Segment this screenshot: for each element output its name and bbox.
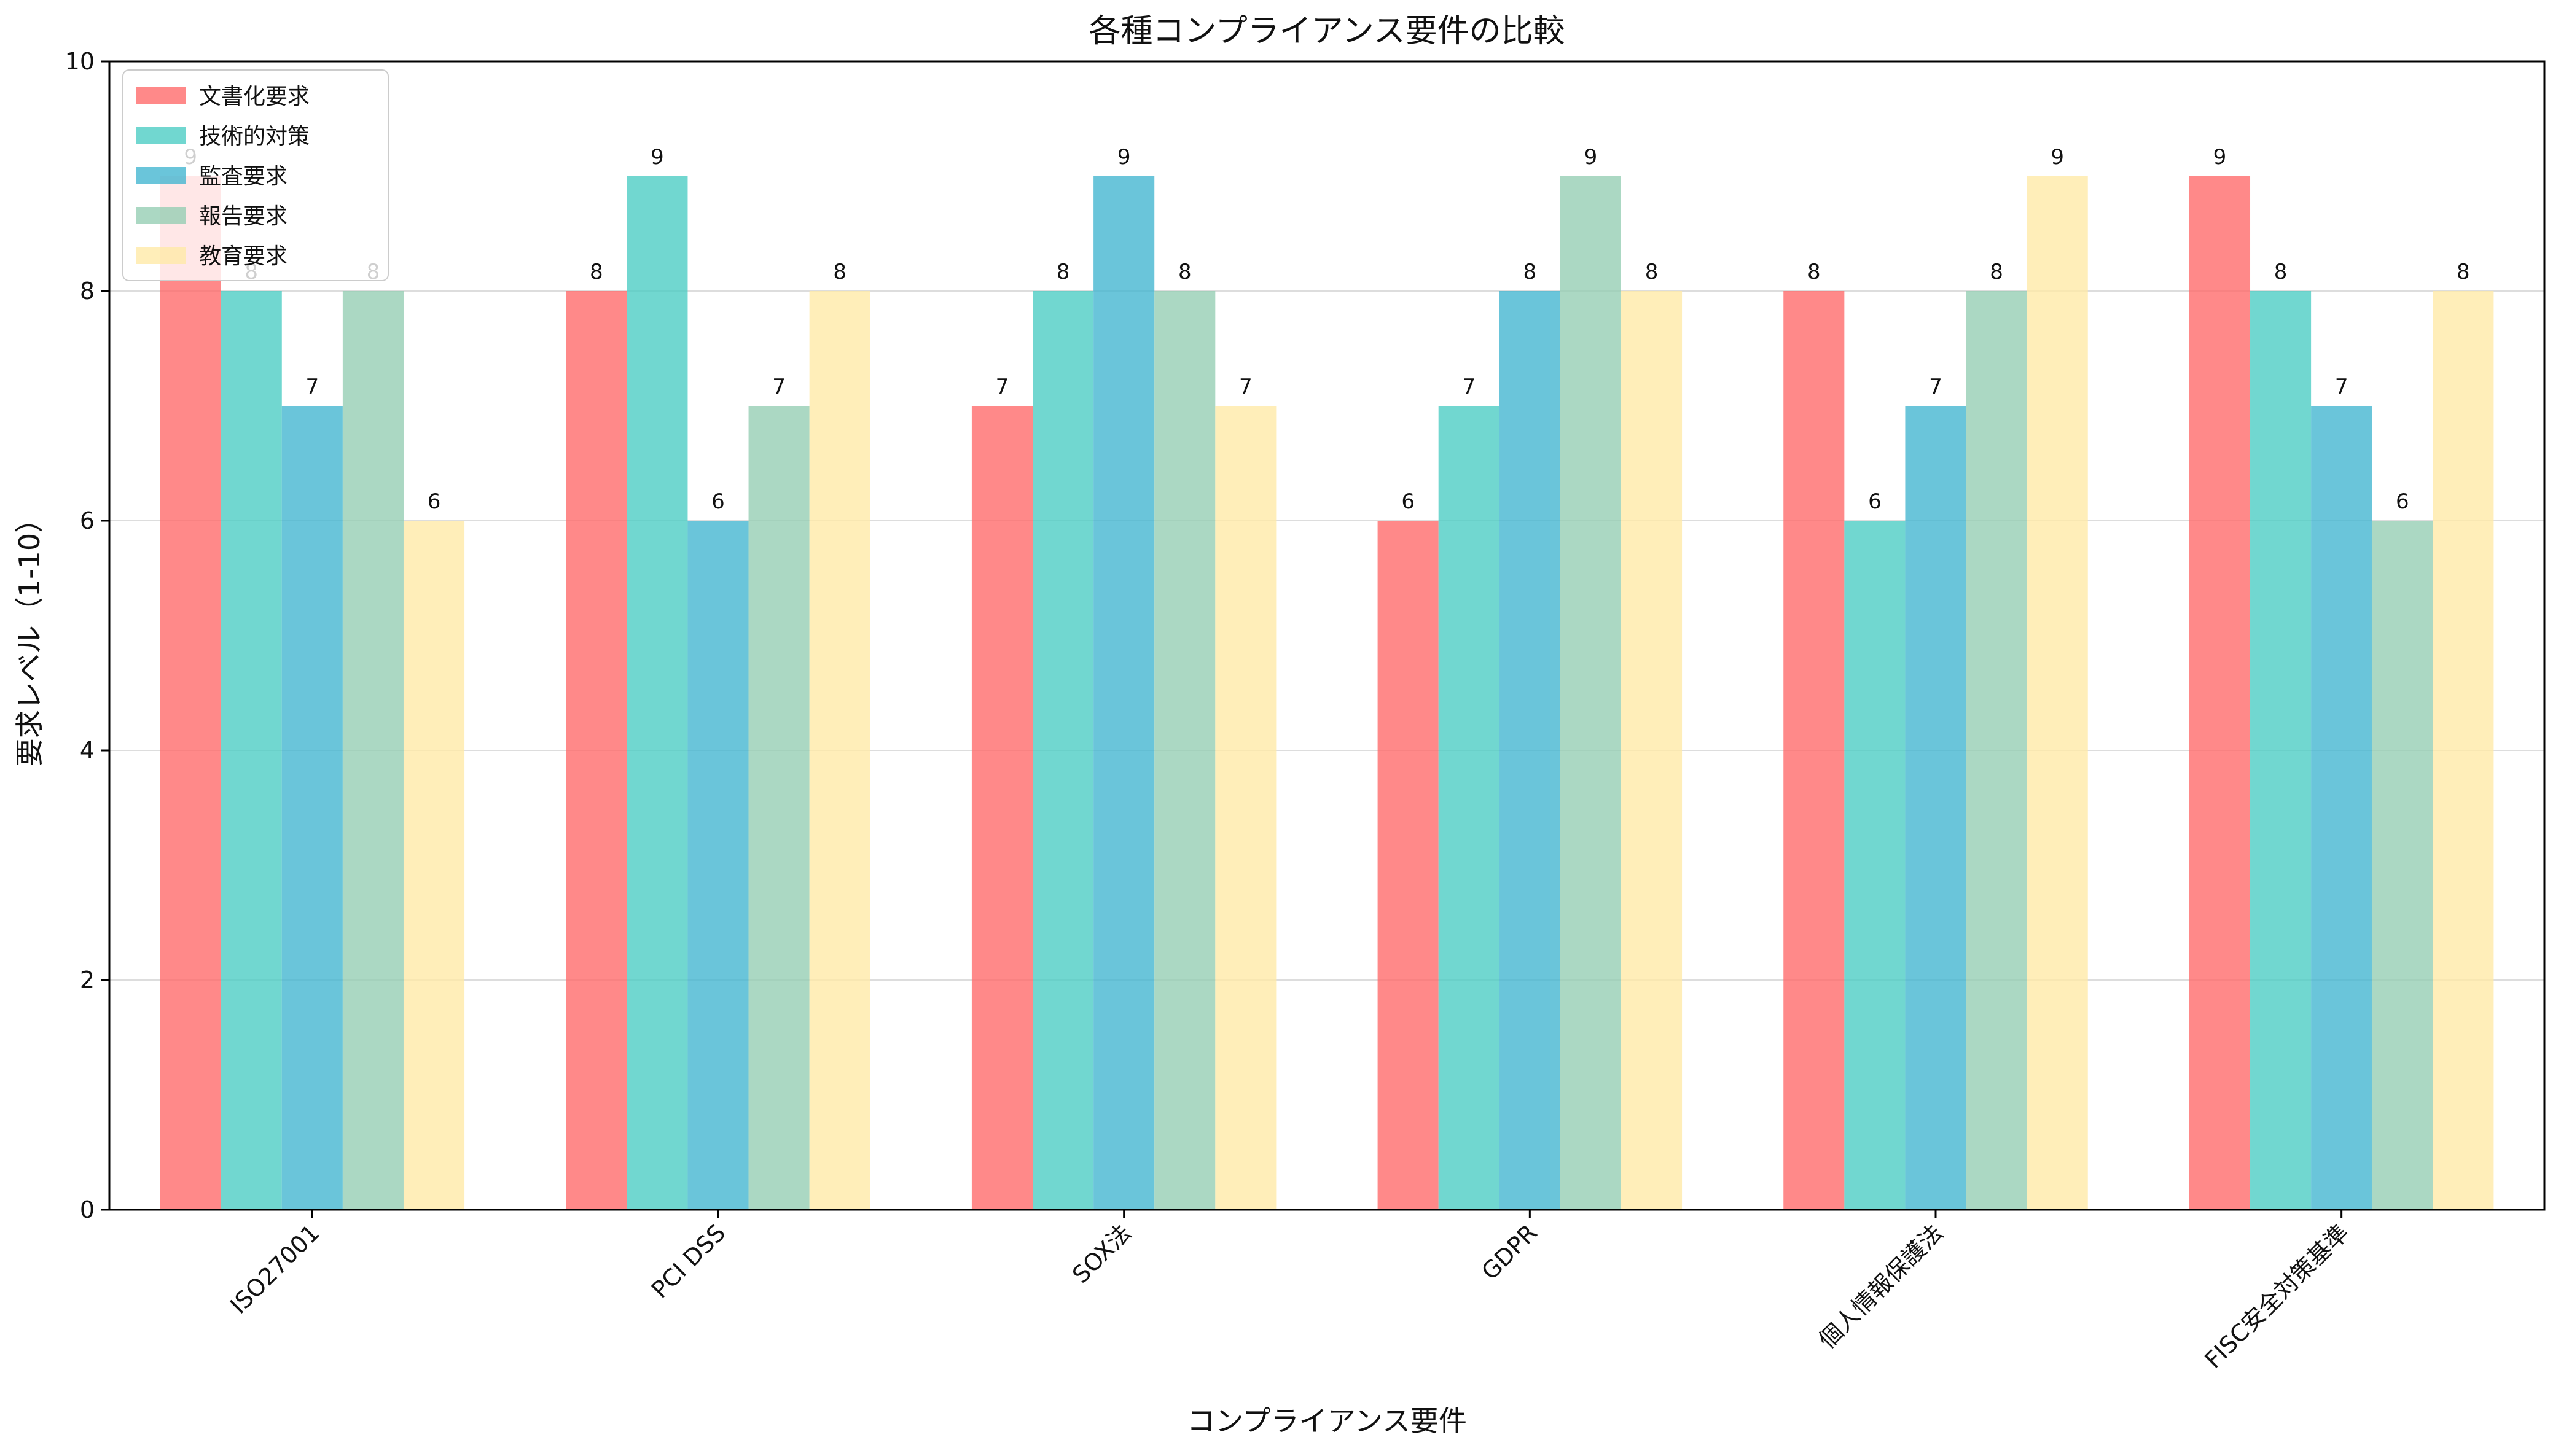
legend-swatch — [136, 167, 186, 184]
data-label: 6 — [2396, 489, 2409, 514]
bar[interactable] — [748, 406, 810, 1210]
bar[interactable] — [2250, 291, 2312, 1210]
grid-lines — [109, 290, 2544, 981]
data-label: 9 — [2213, 145, 2227, 169]
legend-swatch — [136, 207, 186, 224]
legend-label: 報告要求 — [199, 204, 287, 229]
x-tick-label: GDPR — [1476, 1219, 1542, 1285]
data-label: 8 — [2274, 260, 2288, 284]
data-label: 8 — [1990, 260, 2003, 284]
legend-label: 監査要求 — [199, 164, 287, 189]
bar[interactable] — [1438, 406, 1499, 1210]
data-label: 7 — [306, 375, 319, 399]
data-label: 7 — [1462, 375, 1476, 399]
data-label: 6 — [711, 489, 725, 514]
bar[interactable] — [809, 291, 870, 1210]
data-label: 8 — [1523, 260, 1537, 284]
legend-swatch — [136, 87, 186, 104]
bar[interactable] — [403, 521, 465, 1210]
bar[interactable] — [1560, 176, 1621, 1210]
bar[interactable] — [2433, 291, 2494, 1210]
bars — [160, 176, 2494, 1210]
data-label: 7 — [2335, 375, 2348, 399]
bar[interactable] — [1154, 291, 1216, 1210]
x-tick-label: 個人情報保護法 — [1813, 1219, 1948, 1353]
x-tick-label: SOX法 — [1067, 1219, 1136, 1288]
y-tick-label: 2 — [80, 967, 95, 994]
bar[interactable] — [1844, 521, 1906, 1210]
data-label: 9 — [651, 145, 664, 169]
legend-label: 技術的対策 — [199, 124, 310, 149]
legend-label: 教育要求 — [199, 244, 287, 269]
y-tick-label: 10 — [65, 48, 95, 75]
legend-swatch — [136, 127, 186, 144]
x-tick-label: PCI DSS — [646, 1219, 730, 1303]
x-axis: ISO27001 PCI DSS SOX法 GDPR 個人情報保護法 FISC安全対策基準 — [225, 1210, 2354, 1374]
data-label: 8 — [1057, 260, 1070, 284]
x-tick-label: FISC安全対策基準 — [2199, 1219, 2354, 1374]
bar[interactable] — [2311, 406, 2372, 1210]
data-label: 6 — [1401, 489, 1415, 514]
bar[interactable] — [627, 176, 688, 1210]
data-label: 8 — [1645, 260, 1659, 284]
bar[interactable] — [2372, 521, 2433, 1210]
chart-title: 各種コンプライアンス要件の比較 — [1089, 13, 1565, 50]
data-label: 8 — [2457, 260, 2470, 284]
bar[interactable] — [1783, 291, 1845, 1210]
bar[interactable] — [1215, 406, 1277, 1210]
data-label: 8 — [833, 260, 846, 284]
bar[interactable] — [160, 176, 221, 1210]
bar[interactable] — [1966, 291, 2027, 1210]
plot-frame — [108, 60, 2546, 1211]
data-label: 8 — [590, 260, 603, 284]
bar[interactable] — [2189, 176, 2251, 1210]
data-label: 9 — [2051, 145, 2064, 169]
bar[interactable] — [2027, 176, 2088, 1210]
bar[interactable] — [1905, 406, 1966, 1210]
bar[interactable] — [566, 291, 627, 1210]
data-label: 7 — [996, 375, 1009, 399]
y-tick-label: 8 — [80, 278, 95, 305]
data-label: 7 — [1239, 375, 1253, 399]
legend-label: 文書化要求 — [199, 84, 310, 109]
bar[interactable] — [971, 406, 1033, 1210]
x-axis-title: コンプライアンス要件 — [1187, 1404, 1467, 1438]
legend-swatch — [136, 247, 186, 264]
data-label: 7 — [772, 375, 786, 399]
bar[interactable] — [342, 291, 404, 1210]
x-tick-label: ISO27001 — [225, 1219, 325, 1319]
y-axis-title: 要求レベル（1-10） — [13, 505, 46, 766]
bar[interactable] — [1377, 521, 1439, 1210]
data-labels: 987868967878987678988678998768 — [184, 145, 2469, 514]
bar[interactable] — [1033, 291, 1094, 1210]
data-label: 8 — [1178, 260, 1192, 284]
bar[interactable] — [687, 521, 749, 1210]
y-tick-label: 4 — [80, 737, 95, 764]
bar[interactable] — [1093, 176, 1155, 1210]
legend-box — [122, 69, 389, 281]
data-label: 8 — [1807, 260, 1821, 284]
data-label: 9 — [1584, 145, 1598, 169]
data-label: 6 — [1868, 489, 1882, 514]
y-tick-label: 0 — [80, 1196, 95, 1223]
bar[interactable] — [281, 406, 343, 1210]
bar[interactable] — [1499, 291, 1560, 1210]
y-tick-label: 6 — [80, 507, 95, 534]
data-label: 9 — [1117, 145, 1131, 169]
data-label: 7 — [1929, 375, 1942, 399]
data-label: 6 — [428, 489, 441, 514]
bar[interactable] — [1621, 291, 1683, 1210]
bar[interactable] — [221, 291, 282, 1210]
y-axis: 0 2 4 6 8 10 — [65, 48, 109, 1223]
